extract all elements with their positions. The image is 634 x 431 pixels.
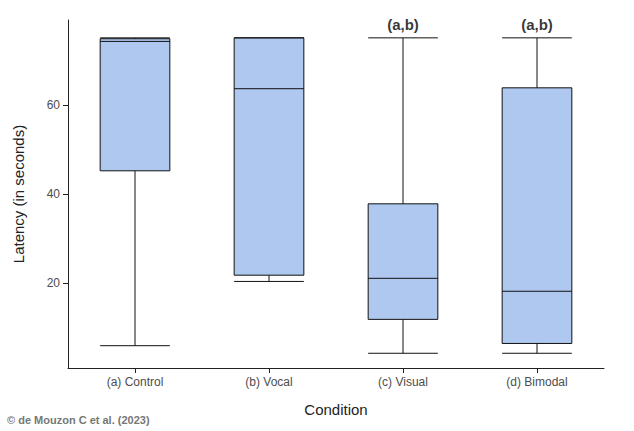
svg-text:20: 20: [47, 276, 61, 290]
svg-text:Latency (in seconds): Latency (in seconds): [10, 125, 27, 263]
svg-text:(a,b): (a,b): [521, 16, 553, 33]
svg-text:60: 60: [47, 98, 61, 112]
svg-text:Condition: Condition: [304, 401, 367, 418]
svg-text:(b) Vocal: (b) Vocal: [245, 375, 292, 389]
svg-text:40: 40: [47, 187, 61, 201]
svg-text:© de Mouzon C et al. (2023): © de Mouzon C et al. (2023): [7, 414, 150, 426]
svg-text:(a) Control: (a) Control: [107, 375, 164, 389]
svg-text:(a,b): (a,b): [387, 16, 419, 33]
svg-text:(c) Visual: (c) Visual: [378, 375, 428, 389]
svg-text:(d) Bimodal: (d) Bimodal: [506, 375, 567, 389]
